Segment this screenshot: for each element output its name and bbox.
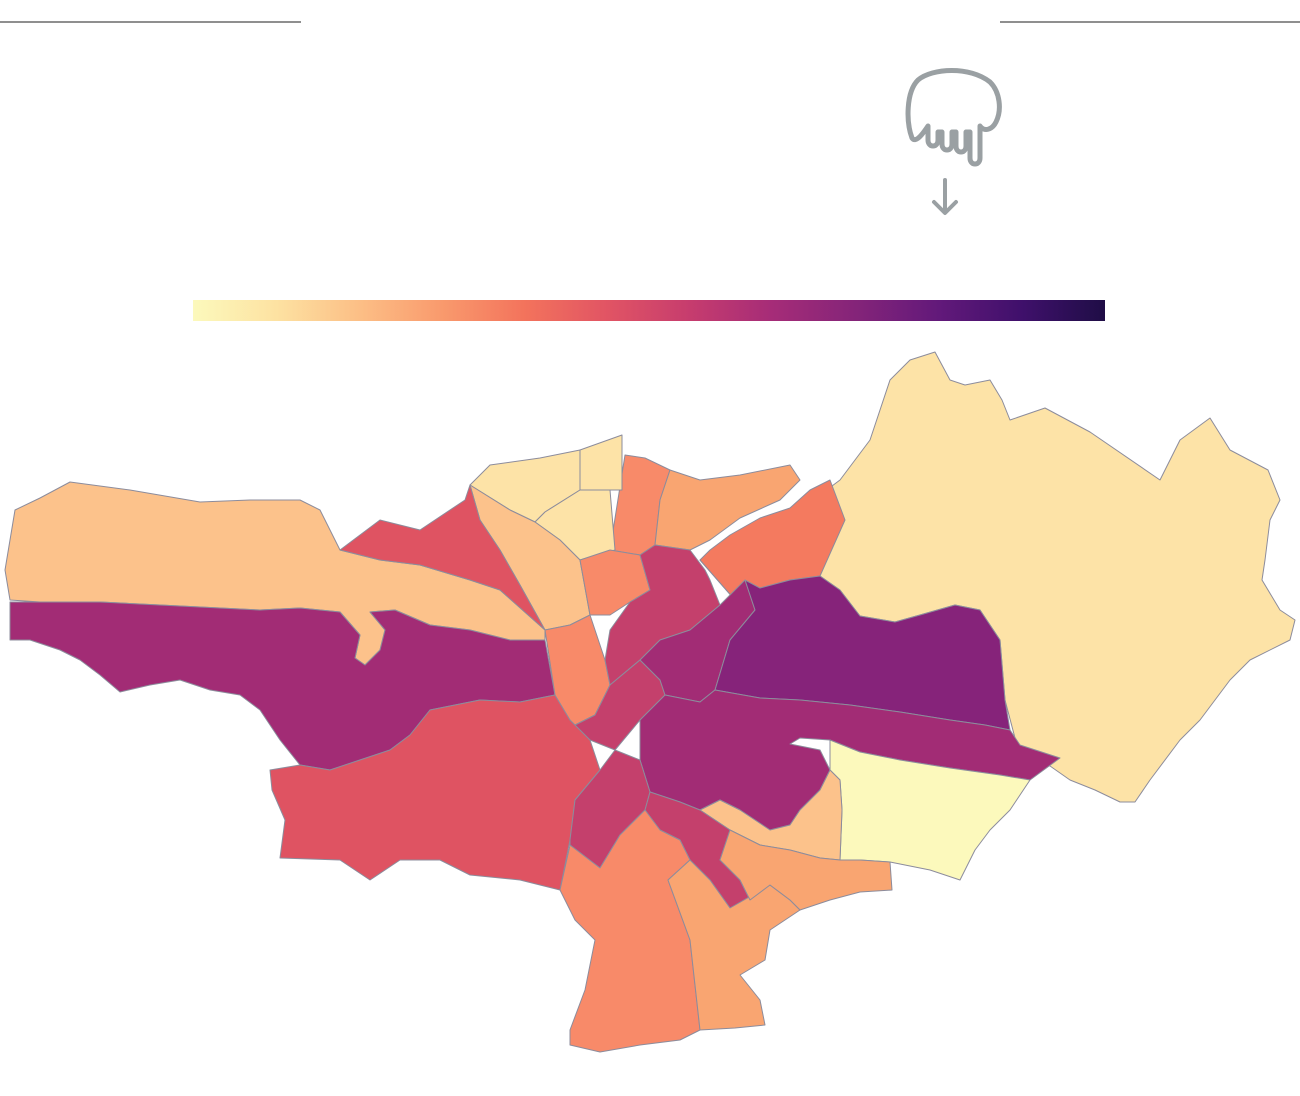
top-right-rule [1000, 21, 1300, 23]
top-left-rule [0, 21, 301, 23]
color-scale-bar [193, 300, 1105, 321]
scroll-hint [905, 68, 1002, 215]
south-peach[interactable] [667, 859, 801, 1031]
north-small-2[interactable] [579, 434, 623, 491]
choropleth-map [4, 351, 1296, 1053]
pointing-hand-icon [905, 68, 1002, 167]
northwest-red[interactable] [339, 484, 546, 631]
south-orange-east[interactable] [719, 829, 893, 911]
north-orange-2[interactable] [654, 464, 801, 551]
arrow-down-icon [932, 178, 958, 215]
